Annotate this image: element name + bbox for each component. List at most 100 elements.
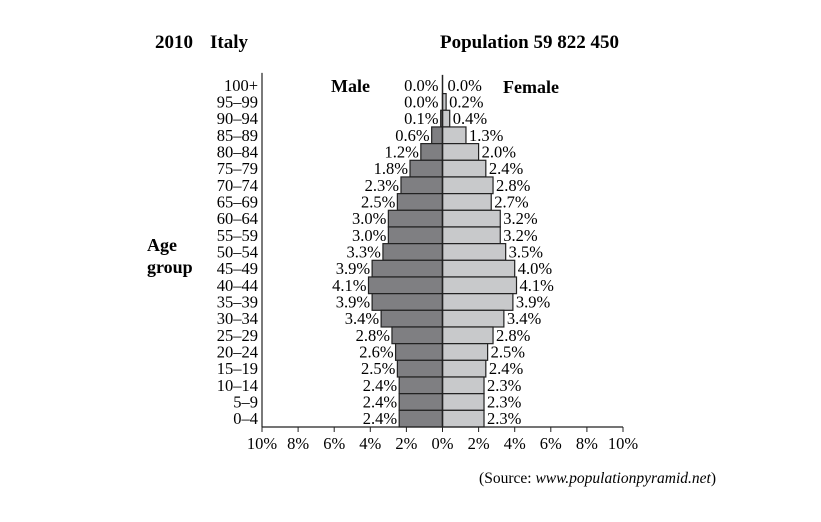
data-label-male: 2.4% (363, 409, 398, 428)
bar-female (441, 409, 485, 428)
data-label-female: 2.4% (489, 359, 524, 378)
data-label-female: 4.0% (518, 259, 553, 278)
data-label-female: 4.1% (520, 276, 555, 295)
age-group-label: 40–44 (217, 276, 258, 295)
x-tick-label: 8% (287, 434, 309, 453)
x-tick-label: 0% (432, 434, 454, 453)
data-label-male: 3.3% (347, 242, 382, 261)
data-label-male: 4.1% (332, 276, 367, 295)
data-label-male: 0.1% (404, 109, 439, 128)
bar-male (367, 276, 444, 295)
chart-population: Population 59 822 450 (440, 32, 619, 53)
data-label-female: 1.3% (469, 126, 504, 145)
age-group-label: 100+ (224, 76, 258, 95)
bar-male (396, 359, 444, 378)
source-url: www.populationpyramid.net (535, 470, 711, 487)
x-tick-label: 6% (540, 434, 562, 453)
data-label-male: 2.4% (363, 376, 398, 395)
bar-male (398, 393, 444, 411)
bar-female (441, 226, 501, 245)
data-label-female: 3.9% (516, 292, 551, 311)
data-label-male: 3.4% (345, 309, 380, 328)
data-label-female: 2.0% (482, 142, 517, 161)
age-group-label: 70–74 (217, 176, 258, 195)
data-label-male: 1.2% (384, 142, 419, 161)
bar-male (382, 243, 444, 261)
bar-female (441, 159, 487, 178)
data-label-female: 2.8% (496, 326, 531, 345)
y-axis-label-line1: Age (147, 235, 177, 255)
age-group-label: 45–49 (217, 259, 258, 278)
data-label-male: 2.4% (363, 392, 398, 411)
source-prefix: (Source: (479, 470, 535, 487)
legend-male: Male (331, 76, 370, 96)
bar-male (409, 159, 444, 178)
bar-male (420, 143, 444, 161)
bar-female (441, 276, 518, 295)
data-label-female: 2.8% (496, 176, 531, 195)
bar-female (441, 176, 494, 195)
bar-female (441, 193, 492, 211)
data-label-male: 3.0% (352, 226, 387, 245)
age-group-label: 55–59 (217, 226, 258, 245)
bar-male (400, 176, 444, 195)
data-label-male: 3.9% (336, 259, 371, 278)
age-group-label: 10–14 (217, 376, 258, 395)
chart-year: 2010 (155, 32, 193, 53)
bar-female (441, 126, 467, 145)
x-tick-label: 10% (247, 434, 278, 453)
bar-male (387, 226, 444, 245)
bar-male (380, 309, 444, 328)
data-label-female: 0.0% (448, 76, 483, 95)
age-group-label: 90–94 (217, 109, 258, 128)
x-tick-label: 10% (608, 434, 639, 453)
data-label-male: 1.8% (374, 159, 409, 178)
data-label-male: 0.0% (404, 92, 439, 111)
bar-female (441, 259, 516, 278)
data-label-male: 2.6% (359, 342, 394, 361)
age-group-label: 30–34 (217, 309, 258, 328)
bar-female (441, 109, 451, 128)
chart-country: Italy (210, 32, 249, 53)
x-tick-label: 6% (323, 434, 345, 453)
bar-male (387, 209, 444, 228)
age-group-label: 35–39 (217, 292, 258, 311)
data-label-male: 2.5% (361, 359, 396, 378)
data-label-female: 0.2% (449, 92, 484, 111)
y-axis-label-line2: group (147, 257, 193, 277)
bar-male (371, 293, 444, 311)
data-label-female: 2.4% (489, 159, 524, 178)
source-note: (Source: www.populationpyramid.net) (479, 470, 716, 487)
data-label-female: 2.3% (487, 376, 522, 395)
data-label-female: 3.5% (509, 242, 544, 261)
age-group-label: 80–84 (217, 142, 258, 161)
age-group-label: 60–64 (217, 209, 258, 228)
age-group-label: 20–24 (217, 342, 258, 361)
data-label-male: 0.0% (404, 76, 439, 95)
x-tick-label: 4% (359, 434, 381, 453)
x-tick-label: 2% (468, 434, 490, 453)
data-label-female: 3.2% (503, 209, 538, 228)
x-tick-label: 4% (504, 434, 526, 453)
data-label-male: 2.5% (361, 192, 396, 211)
bar-female (441, 143, 480, 161)
data-label-female: 3.2% (503, 226, 538, 245)
data-label-female: 3.4% (507, 309, 542, 328)
age-group-label: 0–4 (233, 409, 258, 428)
bar-male (391, 326, 444, 345)
data-label-female: 2.5% (491, 342, 526, 361)
bar-female (441, 326, 494, 345)
age-group-label: 50–54 (217, 242, 258, 261)
age-group-label: 15–19 (217, 359, 258, 378)
age-group-label: 5–9 (233, 392, 258, 411)
data-label-male: 2.8% (356, 326, 391, 345)
bar-female (441, 243, 507, 261)
age-group-label: 65–69 (217, 192, 258, 211)
bar-male (398, 376, 444, 395)
data-label-female: 2.7% (494, 192, 529, 211)
data-label-male: 3.9% (336, 292, 371, 311)
data-label-male: 0.6% (395, 126, 430, 145)
bar-female (441, 209, 501, 228)
bar-male (371, 259, 444, 278)
